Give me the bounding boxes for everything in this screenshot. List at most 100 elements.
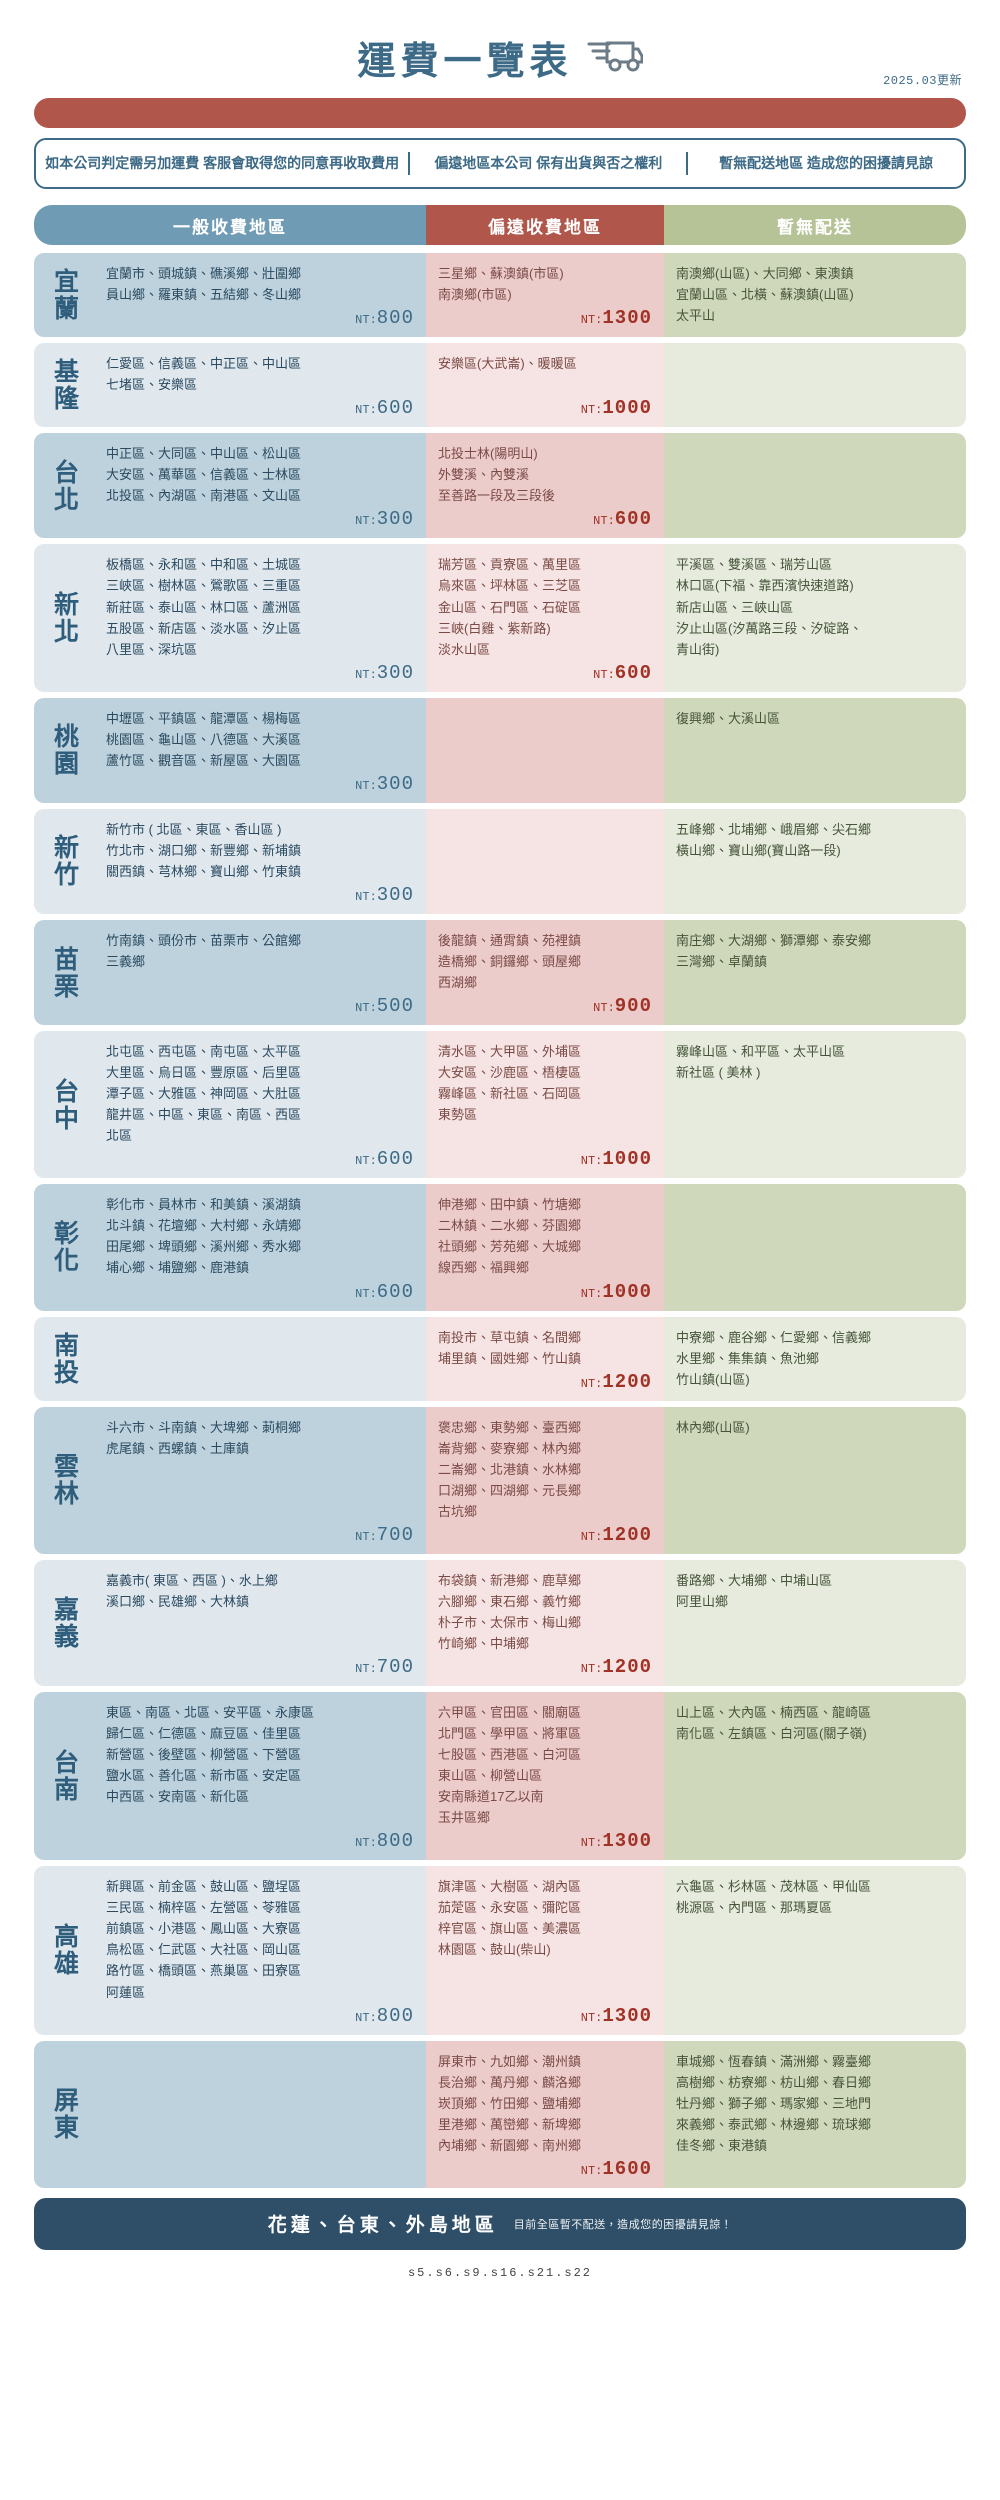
column-header-none: 暫無配送 (664, 205, 966, 246)
column-header-bar: 一般收費地區 偏遠收費地區 暫無配送 (34, 205, 966, 246)
remote-area-cell: 北投士林(陽明山) 外雙溪、內雙溪 至善路一段及三段後 NT:600 (426, 433, 664, 539)
province-label-cell: 南投 (34, 1316, 94, 1401)
general-area-list (106, 2051, 414, 2180)
remote-price: NT:1200 (580, 1656, 652, 1679)
province-label-cell: 基隆 (34, 343, 94, 428)
remote-price: NT:1200 (580, 1523, 652, 1546)
province-label-cell: 宜蘭 (34, 253, 94, 338)
province-label-cell: 台中 (34, 1031, 94, 1179)
province-label-cell: 台南 (34, 1692, 94, 1861)
general-price: NT:600 (355, 1280, 414, 1303)
province-name: 彰化 (50, 1220, 79, 1275)
province-name: 台南 (50, 1749, 79, 1804)
no-delivery-area-list: 林內鄉(山區) (676, 1419, 750, 1435)
no-delivery-area-list: 五峰鄉、北埔鄉、峨眉鄉、尖石鄉 橫山鄉、寶山鄉(寶山路一段) (676, 821, 872, 858)
province-name: 苗栗 (50, 945, 79, 1000)
table-row: 嘉義 嘉義市( 東區、西區 )、水上鄉 溪口鄉、民雄鄉、大林鎮 NT:700 布袋鎮、… (34, 1559, 966, 1687)
no-delivery-area-list: 六龜區、杉林區、茂林區、甲仙區 桃源區、內門區、那瑪夏區 (676, 1879, 872, 1916)
table-row: 基隆 仁愛區、信義區、中正區、中山區 七堵區、安樂區 NT:600 安樂區(大武崙)、… (34, 343, 966, 428)
general-area-list: 竹南鎮、頭份市、苗栗市、公館鄉 三義鄉 (106, 932, 302, 969)
remote-price: NT:1000 (580, 397, 652, 420)
table-row: 新北 板橋區、永和區、中和區、土城區 三峽區、樹林區、鶯歌區、三重區 新莊區、泰山… (34, 544, 966, 692)
province-name: 高雄 (50, 1923, 79, 1978)
table-row: 台中 北屯區、西屯區、南屯區、太平區 大里區、烏日區、豐原區、后里區 潭子區、大雅… (34, 1031, 966, 1179)
table-row: 苗栗 竹南鎮、頭份市、苗栗市、公館鄉 三義鄉 NT:500 後龍鎮、通霄鎮、苑裡鎮 造… (34, 919, 966, 1026)
no-delivery-area-list (676, 443, 954, 530)
general-price: NT:300 (355, 661, 414, 684)
remote-price: NT:600 (593, 508, 652, 531)
remote-area-cell: 旗津區、大樹區、湖內區 茄萣區、永安區、彌陀區 梓官區、旗山區、美濃區 林園區、… (426, 1866, 664, 2035)
remote-area-cell (426, 697, 664, 803)
general-area-cell: 中正區、大同區、中山區、松山區 大安區、萬華區、信義區、士林區 北投區、內湖區、… (94, 433, 426, 539)
no-delivery-area-list (676, 1194, 954, 1302)
remote-area-list: 布袋鎮、新港鄉、鹿草鄉 六腳鄉、東石鄉、義竹鄉 朴子市、太保市、梅山鄉 竹崎鄉、… (438, 1572, 582, 1651)
no-delivery-area-cell: 中寮鄉、鹿谷鄉、仁愛鄉、信義鄉 水里鄉、集集鎮、魚池鄉 竹山鎮(山區) (664, 1316, 966, 1401)
no-delivery-area-list: 番路鄉、大埔鄉、中埔山區 阿里山鄉 (676, 1572, 833, 1609)
table-row: 南投 南投市、草屯鎮、名間鄉 埔里鎮、國姓鄉、竹山鎮 NT:1200 中寮鄉、鹿谷鄉、… (34, 1316, 966, 1401)
province-label-cell: 苗栗 (34, 919, 94, 1026)
remote-area-list: 六甲區、官田區、關廟區 北門區、學甲區、將軍區 七股區、西港區、白河區 東山區、… (438, 1705, 582, 1826)
no-delivery-area-cell: 車城鄉、恆春鎮、滿洲鄉、霧臺鄉 高樹鄉、枋寮鄉、枋山鄉、春日鄉 牡丹鄉、獅子鄉、… (664, 2040, 966, 2188)
no-delivery-area-cell: 霧峰山區、和平區、太平山區 新社區 ( 美林 ) (664, 1031, 966, 1179)
general-area-list: 新竹市 ( 北區、東區、香山區 ) 竹北市、湖口鄉、新豐鄉、新埔鎮 關西鎮、芎林… (106, 821, 302, 879)
table-row: 彰化 彰化市、員林市、和美鎮、溪湖鎮 北斗鎮、花壇鄉、大村鄉、永靖鄉 田尾鄉、埤頭… (34, 1184, 966, 1311)
province-name: 新北 (50, 591, 79, 646)
no-delivery-area-cell: 南澳鄉(山區)、大同鄉、東澳鎮 宜蘭山區、北橫、蘇澳鎮(山區) 太平山 (664, 253, 966, 338)
remote-area-list (438, 708, 652, 795)
general-area-list: 新興區、前金區、鼓山區、鹽埕區 三民區、楠梓區、左營區、苓雅區 前鎮區、小港區、… (106, 1879, 302, 2000)
remote-price: NT:1000 (580, 1280, 652, 1303)
page-header: 運費一覽表 2025.03更新 (20, 0, 980, 96)
general-area-cell: 彰化市、員林市、和美鎮、溪湖鎮 北斗鎮、花壇鄉、大村鄉、永靖鄉 田尾鄉、埤頭鄉、… (94, 1184, 426, 1311)
table-row: 屏東 屏東市、九如鄉、潮州鎮 長治鄉、萬丹鄉、麟洛鄉 崁頂鄉、竹田鄉、鹽埔鄉 里港… (34, 2040, 966, 2188)
general-area-list: 斗六市、斗南鎮、大埤鄉、莿桐鄉 虎尾鎮、西螺鎮、土庫鎮 (106, 1419, 302, 1456)
general-price: NT:600 (355, 397, 414, 420)
province-name: 新竹 (50, 834, 79, 889)
page-title: 運費一覽表 (357, 40, 573, 83)
general-price: NT:500 (355, 995, 414, 1018)
remote-area-list: 屏東市、九如鄉、潮州鎮 長治鄉、萬丹鄉、麟洛鄉 崁頂鄉、竹田鄉、鹽埔鄉 里港鄉、… (438, 2053, 582, 2153)
general-area-list: 北屯區、西屯區、南屯區、太平區 大里區、烏日區、豐原區、后里區 潭子區、大雅區、… (106, 1044, 302, 1144)
province-name: 桃園 (50, 723, 79, 778)
no-delivery-area-cell (664, 343, 966, 428)
province-label-cell: 高雄 (34, 1866, 94, 2035)
remote-price: NT:600 (593, 661, 652, 684)
remote-area-cell: 瑞芳區、貢寮區、萬里區 烏來區、坪林區、三芝區 金山區、石門區、石碇區 三峽(白… (426, 544, 664, 692)
remote-area-list: 褒忠鄉、東勢鄉、臺西鄉 崙背鄉、麥寮鄉、林內鄉 二崙鄉、北港鎮、水林鄉 口湖鄉、… (438, 1419, 582, 1519)
no-delivery-area-cell: 五峰鄉、北埔鄉、峨眉鄉、尖石鄉 橫山鄉、寶山鄉(寶山路一段) (664, 808, 966, 914)
province-name: 嘉義 (50, 1595, 79, 1650)
general-price: NT:300 (355, 772, 414, 795)
general-area-cell: 新竹市 ( 北區、東區、香山區 ) 竹北市、湖口鄉、新豐鄉、新埔鎮 關西鎮、芎林… (94, 808, 426, 914)
general-area-cell: 宜蘭市、頭城鎮、礁溪鄉、壯圍鄉 員山鄉、羅東鎮、五結鄉、冬山鄉 NT:800 (94, 253, 426, 338)
province-name: 屏東 (50, 2087, 79, 2142)
province-label-cell: 雲林 (34, 1406, 94, 1554)
general-area-cell: 新興區、前金區、鼓山區、鹽埕區 三民區、楠梓區、左營區、苓雅區 前鎮區、小港區、… (94, 1866, 426, 2035)
no-delivery-area-list: 中寮鄉、鹿谷鄉、仁愛鄉、信義鄉 水里鄉、集集鎮、魚池鄉 竹山鎮(山區) (676, 1329, 872, 1387)
delivery-truck-icon (587, 36, 643, 79)
product-codes: s5.s6.s9.s16.s21.s22 (407, 2265, 593, 2280)
table-row: 新竹 新竹市 ( 北區、東區、香山區 ) 竹北市、湖口鄉、新豐鄉、新埔鎮 關西鎮、… (34, 808, 966, 914)
notice-cell-extra-fee: 如本公司判定需另加運費 客服會取得您的同意再收取費用 (45, 155, 400, 171)
general-area-list: 中正區、大同區、中山區、松山區 大安區、萬華區、信義區、士林區 北投區、內湖區、… (106, 446, 302, 504)
no-delivery-area-cell: 山上區、大內區、楠西區、龍崎區 南化區、左鎮區、白河區(關子嶺) (664, 1692, 966, 1861)
province-label-cell: 嘉義 (34, 1559, 94, 1687)
no-delivery-area-list: 平溪區、雙溪區、瑞芳山區 林口區(下福、靠西濱快速道路) 新店山區、三峽山區 汐… (676, 557, 863, 657)
remote-area-cell: 屏東市、九如鄉、潮州鎮 長治鄉、萬丹鄉、麟洛鄉 崁頂鄉、竹田鄉、鹽埔鄉 里港鄉、… (426, 2040, 664, 2188)
no-delivery-area-cell (664, 433, 966, 539)
no-delivery-area-cell: 林內鄉(山區) (664, 1406, 966, 1554)
remote-area-cell: 安樂區(大武崙)、暖暖區 NT:1000 (426, 343, 664, 428)
footer-main-text: 花蓮、台東、外島地區 (267, 2215, 498, 2237)
general-price: NT:800 (355, 1830, 414, 1853)
remote-area-cell: 褒忠鄉、東勢鄉、臺西鄉 崙背鄉、麥寮鄉、林內鄉 二崙鄉、北港鎮、水林鄉 口湖鄉、… (426, 1406, 664, 1554)
remote-area-list: 安樂區(大武崙)、暖暖區 (438, 356, 577, 372)
general-price: NT:700 (355, 1523, 414, 1546)
remote-area-cell: 六甲區、官田區、關廟區 北門區、學甲區、將軍區 七股區、西港區、白河區 東山區、… (426, 1692, 664, 1861)
remote-area-list: 清水區、大甲區、外埔區 大安區、沙鹿區、梧棲區 霧峰區、新社區、石岡區 東勢區 (438, 1044, 582, 1123)
update-date-note: 2025.03更新 (883, 74, 962, 88)
notice-cell-no-delivery: 暫無配送地區 造成您的困擾請見諒 (686, 152, 964, 176)
title-group: 運費一覽表 (357, 30, 643, 85)
province-label-cell: 桃園 (34, 697, 94, 803)
notice-cell-remote-right: 偏遠地區本公司 保有出貨與否之權利 (408, 152, 686, 176)
general-area-cell: 板橋區、永和區、中和區、土城區 三峽區、樹林區、鶯歌區、三重區 新莊區、泰山區、… (94, 544, 426, 692)
general-area-cell: 嘉義市( 東區、西區 )、水上鄉 溪口鄉、民雄鄉、大林鎮 NT:700 (94, 1559, 426, 1687)
